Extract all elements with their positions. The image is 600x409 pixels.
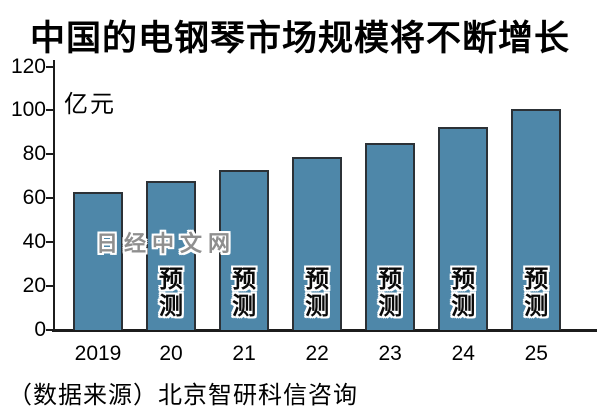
y-tick-label-120: 120 [10,54,46,78]
y-tick-label-40: 40 [22,230,46,254]
y-tick-mark-40 [46,241,53,244]
bar-24 [438,126,489,330]
x-tick-label-25: 25 [524,342,548,365]
y-tick-label-20: 20 [22,274,46,298]
y-tick-mark-60 [46,197,53,200]
y-tick-mark-80 [46,153,53,156]
x-tick-label-21: 21 [232,342,256,365]
y-tick-mark-20 [46,285,53,288]
x-tick-label-23: 23 [378,342,402,365]
forecast-label-24: 预测 [451,266,476,320]
x-tick-label-20: 20 [159,342,183,365]
y-tick-label-0: 0 [34,318,46,341]
bar-22 [292,156,343,330]
bar-2019 [73,191,123,330]
forecast-label-23: 预测 [378,266,403,320]
x-tick-label-2019: 2019 [74,342,122,365]
bar-20 [146,180,197,330]
y-tick-label-80: 80 [22,142,46,166]
source-note: （数据来源）北京智研科信咨询 [8,382,358,409]
forecast-label-21: 预测 [232,266,257,320]
x-tick-label-24: 24 [451,342,475,365]
chart-title: 中国的电钢琴市场规模将不断增长 [29,19,570,58]
y-tick-mark-120 [46,65,53,68]
forecast-label-22: 预测 [305,266,330,320]
forecast-label-25: 预测 [524,266,549,320]
bar-25 [511,109,562,330]
bar-23 [365,143,416,330]
y-axis-line [53,60,55,331]
bar-21 [219,169,270,330]
forecast-label-20: 预测 [159,266,184,320]
y-tick-label-60: 60 [22,186,46,210]
x-tick-label-22: 22 [305,342,329,365]
y-tick-mark-100 [46,109,53,112]
y-axis-unit-label: 亿元 [64,91,116,118]
y-tick-mark-0 [46,329,53,331]
watermark: 日经中文网 [96,231,237,256]
y-tick-label-100: 100 [10,98,46,122]
x-axis-line [52,329,597,332]
